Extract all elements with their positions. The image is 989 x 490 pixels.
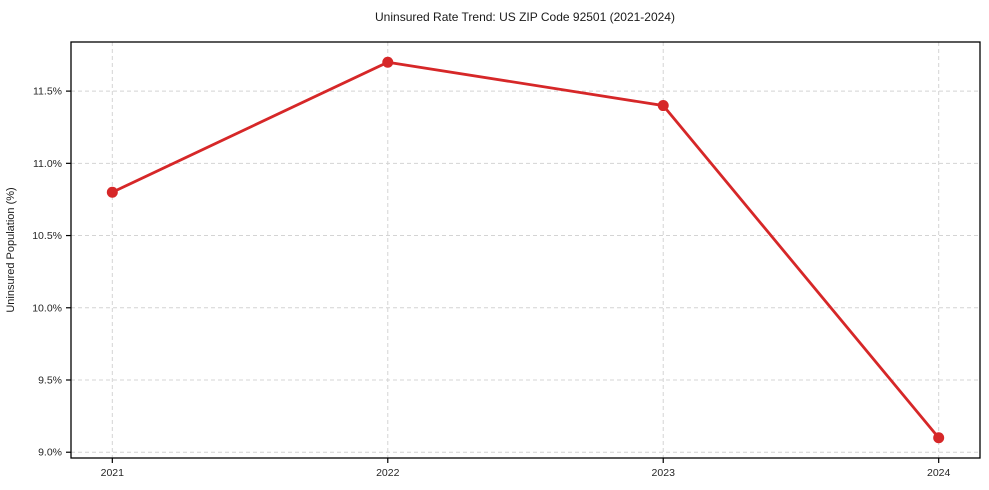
data-point-marker: [106, 186, 118, 198]
y-tick-label: 11.0%: [33, 158, 62, 170]
x-tick-label: 2022: [376, 467, 400, 479]
chart-title: Uninsured Rate Trend: US ZIP Code 92501 …: [375, 10, 675, 24]
axes: [66, 41, 981, 463]
x-tick-label: 2024: [927, 467, 951, 479]
trend-line: [110, 60, 941, 440]
x-tick-label: 2021: [101, 467, 125, 479]
y-tick-label: 11.5%: [33, 86, 62, 98]
y-tick-label: 10.5%: [32, 230, 62, 242]
data-series: [106, 56, 945, 444]
data-point-marker: [382, 56, 394, 68]
y-tick-label: 9.0%: [38, 447, 62, 459]
y-axis-label: Uninsured Population (%): [5, 187, 17, 312]
y-tick-label: 9.5%: [38, 375, 62, 387]
data-point-marker: [657, 100, 669, 112]
data-point-marker: [933, 432, 945, 444]
grid-lines: [71, 42, 980, 458]
x-tick-label: 2023: [652, 467, 676, 479]
plot-border: [70, 41, 981, 459]
tick-labels: 9.0% 9.5% 10.0% 10.5% 11.0% 11.5% 2021 2022 2023…: [32, 86, 950, 479]
y-tick-label: 10.0%: [32, 302, 62, 314]
